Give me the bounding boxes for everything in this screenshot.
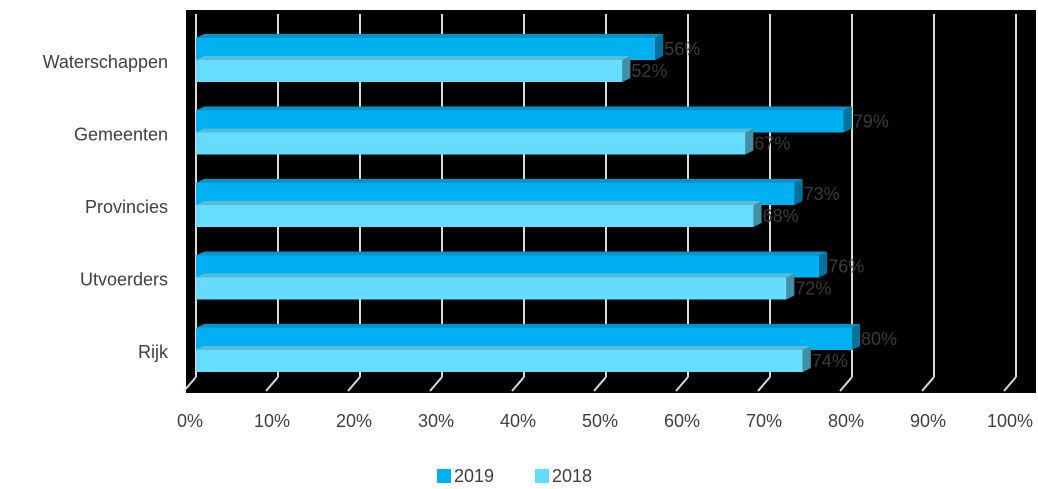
data-label: 68% <box>763 206 799 226</box>
data-label: 67% <box>754 134 790 154</box>
x-tick-label: 70% <box>746 411 782 431</box>
bar-end-face <box>852 324 860 350</box>
bar-end-face <box>802 346 811 372</box>
gridline-floor <box>839 376 853 392</box>
bar-end-face <box>794 179 803 205</box>
data-label: 73% <box>804 184 840 204</box>
bar-end-face <box>622 56 631 82</box>
bar-end-face <box>745 128 754 155</box>
gridline-floor <box>593 376 607 392</box>
bar-top-face <box>196 106 852 111</box>
data-label: 56% <box>664 39 700 59</box>
gridline-floor <box>265 376 279 392</box>
data-labels: 56%52% 79% 67% 73%68% 76%72% 80% 74% <box>631 39 897 371</box>
bar-2018-rijk <box>196 350 803 372</box>
bar-2019-rijk <box>196 328 852 350</box>
data-label: 80% <box>861 329 897 349</box>
value-axis: 0% 10% 20% 30% 40% 50% 60% 70% 80% 90% 100% <box>177 411 1033 431</box>
gridline-floor <box>511 376 525 392</box>
legend-label: 2018 <box>552 466 592 486</box>
bar-end-face <box>843 106 852 133</box>
x-tick-label: 40% <box>500 411 536 431</box>
x-tick-label: 50% <box>582 411 618 431</box>
x-tick-label: 30% <box>418 411 454 431</box>
legend-label: 2019 <box>454 466 494 486</box>
x-tick-label: 20% <box>336 411 372 431</box>
bar-2019-provincies <box>196 183 795 205</box>
data-label: 72% <box>795 279 831 299</box>
category-label: Rijk <box>138 342 169 362</box>
legend-swatch <box>535 469 549 483</box>
bar-2018-utvoerders <box>196 277 787 300</box>
data-label: 79% <box>853 112 889 132</box>
data-label: 74% <box>812 351 848 371</box>
bar-2019-utvoerders <box>196 255 820 278</box>
category-label: Waterschappen <box>43 52 168 72</box>
data-label: 76% <box>828 257 864 277</box>
gridline-floor <box>183 376 197 392</box>
x-tick-label: 100% <box>987 411 1033 431</box>
bar-top-face <box>196 346 811 350</box>
data-label: 52% <box>631 61 667 81</box>
category-axis: Waterschappen Gemeenten Provincies Utvoerde… <box>43 52 169 362</box>
category-label: Gemeenten <box>74 125 168 145</box>
x-tick-label: 90% <box>910 411 946 431</box>
gridline-floor <box>675 376 689 392</box>
x-tick-label: 10% <box>254 411 290 431</box>
x-tick-label: 0% <box>177 411 203 431</box>
bar-2019-waterschappen <box>196 38 656 60</box>
category-label: Utvoerders <box>80 270 168 290</box>
bars <box>196 34 860 372</box>
legend: 2019 2018 <box>437 466 592 486</box>
bar-top-face <box>196 34 664 38</box>
bar-end-face <box>655 34 664 60</box>
bar-end-face <box>819 251 828 278</box>
bar-top-face <box>196 128 754 133</box>
bar-2019-gemeenten <box>196 110 844 133</box>
bar-top-face <box>196 251 828 256</box>
x-tick-label: 60% <box>664 411 700 431</box>
gridline-floor <box>921 376 935 392</box>
legend-swatch <box>437 469 451 483</box>
bar-top-face <box>196 56 631 60</box>
x-tick-label: 80% <box>828 411 864 431</box>
gridline-floor <box>757 376 771 392</box>
bar-end-face <box>753 201 762 227</box>
category-label: Provincies <box>85 197 168 217</box>
bar-top-face <box>196 324 860 328</box>
bar-top-face <box>196 201 762 205</box>
bar-end-face <box>786 273 795 300</box>
gridline-floor <box>347 376 361 392</box>
bar-2018-provincies <box>196 205 754 227</box>
gridline-floor <box>429 376 443 392</box>
gridline-floor <box>1003 376 1017 392</box>
bar-2018-waterschappen <box>196 60 623 82</box>
bar-top-face <box>196 179 803 183</box>
bar-2018-gemeenten <box>196 132 746 155</box>
bar-top-face <box>196 273 795 278</box>
